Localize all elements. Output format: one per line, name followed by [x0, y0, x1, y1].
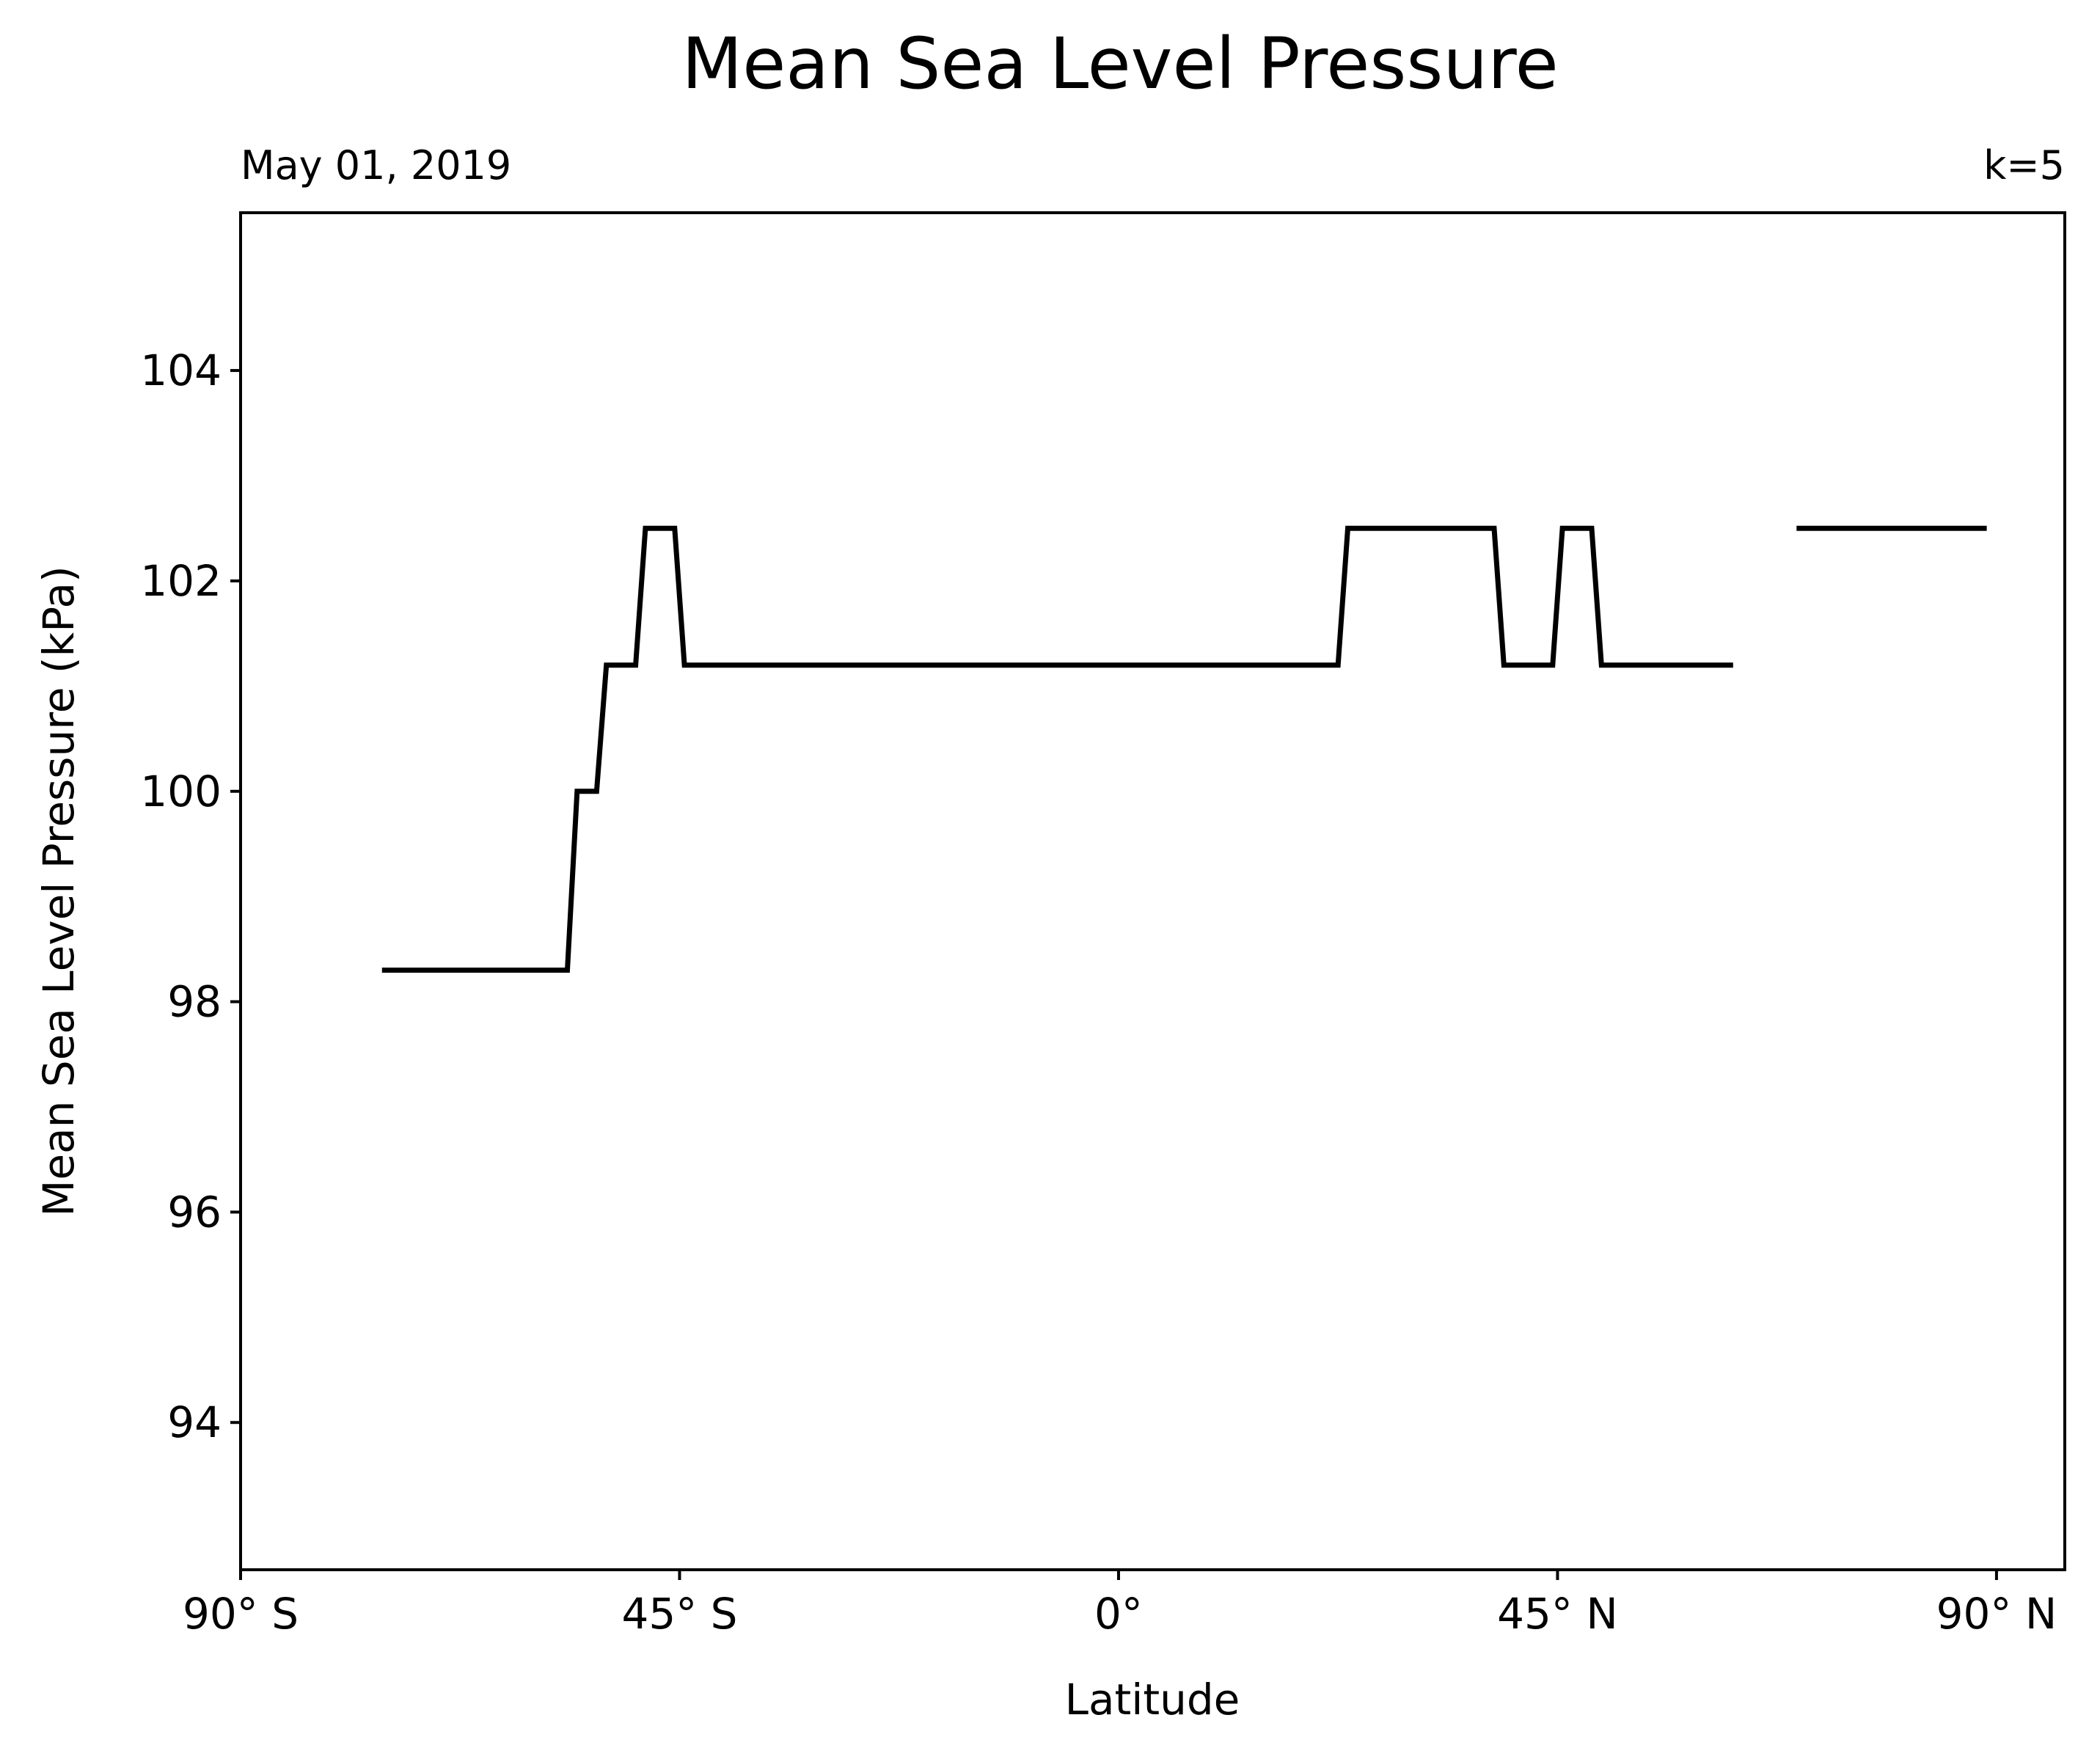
- x-tick-label: 45° S: [621, 1589, 737, 1639]
- y-axis-label: Mean Sea Level Pressure (kPa): [34, 566, 84, 1216]
- y-tick-label: 100: [140, 767, 222, 816]
- y-tick-label: 98: [167, 977, 222, 1027]
- x-tick-label: 0°: [1094, 1589, 1143, 1639]
- series-line: [381, 525, 1733, 973]
- y-tick-label: 96: [167, 1187, 222, 1237]
- y-tick-label: 102: [140, 556, 222, 606]
- x-tick-label: 90° N: [1936, 1589, 2057, 1639]
- y-axis-ticks: 94 96 98 100 102 104: [140, 345, 241, 1447]
- x-axis-ticks: 90° S 45° S 0° 45° N 90° N: [183, 1570, 2057, 1639]
- chart-title: Mean Sea Level Pressure: [681, 23, 1558, 105]
- chart-subtitle-date: May 01, 2019: [241, 142, 511, 189]
- x-tick-label: 45° N: [1497, 1589, 1618, 1639]
- plot-series-layer: [381, 525, 1987, 973]
- plot-frame: [239, 211, 2066, 1571]
- x-axis-label: Latitude: [1065, 1675, 1240, 1725]
- chart-subtitle-k: k=5: [1983, 142, 2065, 189]
- x-tick-label: 90° S: [183, 1589, 299, 1639]
- y-tick-label: 94: [167, 1397, 222, 1447]
- y-tick-label: 104: [140, 345, 222, 395]
